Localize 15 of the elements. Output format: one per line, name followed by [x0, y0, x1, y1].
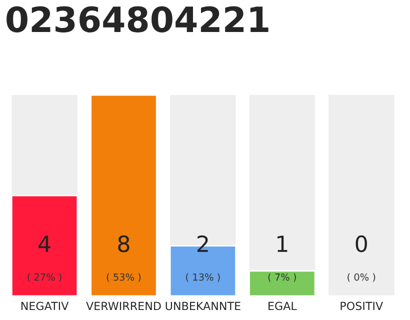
x-tick-label: VERWIRREND — [86, 302, 161, 310]
data-label: 0 — [356, 235, 367, 252]
x-tick-label: UNBEKANNTE — [166, 302, 240, 310]
data-label: 1 — [278, 236, 288, 252]
chart-title: 02364804221 — [6, 6, 268, 32]
x-tick-label: NEGATIV — [21, 302, 69, 310]
annotation: ( 0% ) — [348, 273, 376, 282]
annotation: ( 13% ) — [186, 273, 220, 282]
x-tick-label: EGAL — [268, 302, 297, 310]
annotation: ( 53% ) — [106, 273, 141, 282]
data-label: 4 — [38, 236, 50, 252]
annotation: ( 27% ) — [28, 273, 62, 282]
x-tick-label: POSITIV — [340, 302, 383, 310]
data-label: 8 — [118, 235, 130, 252]
annotation: ( 7% ) — [268, 273, 296, 282]
